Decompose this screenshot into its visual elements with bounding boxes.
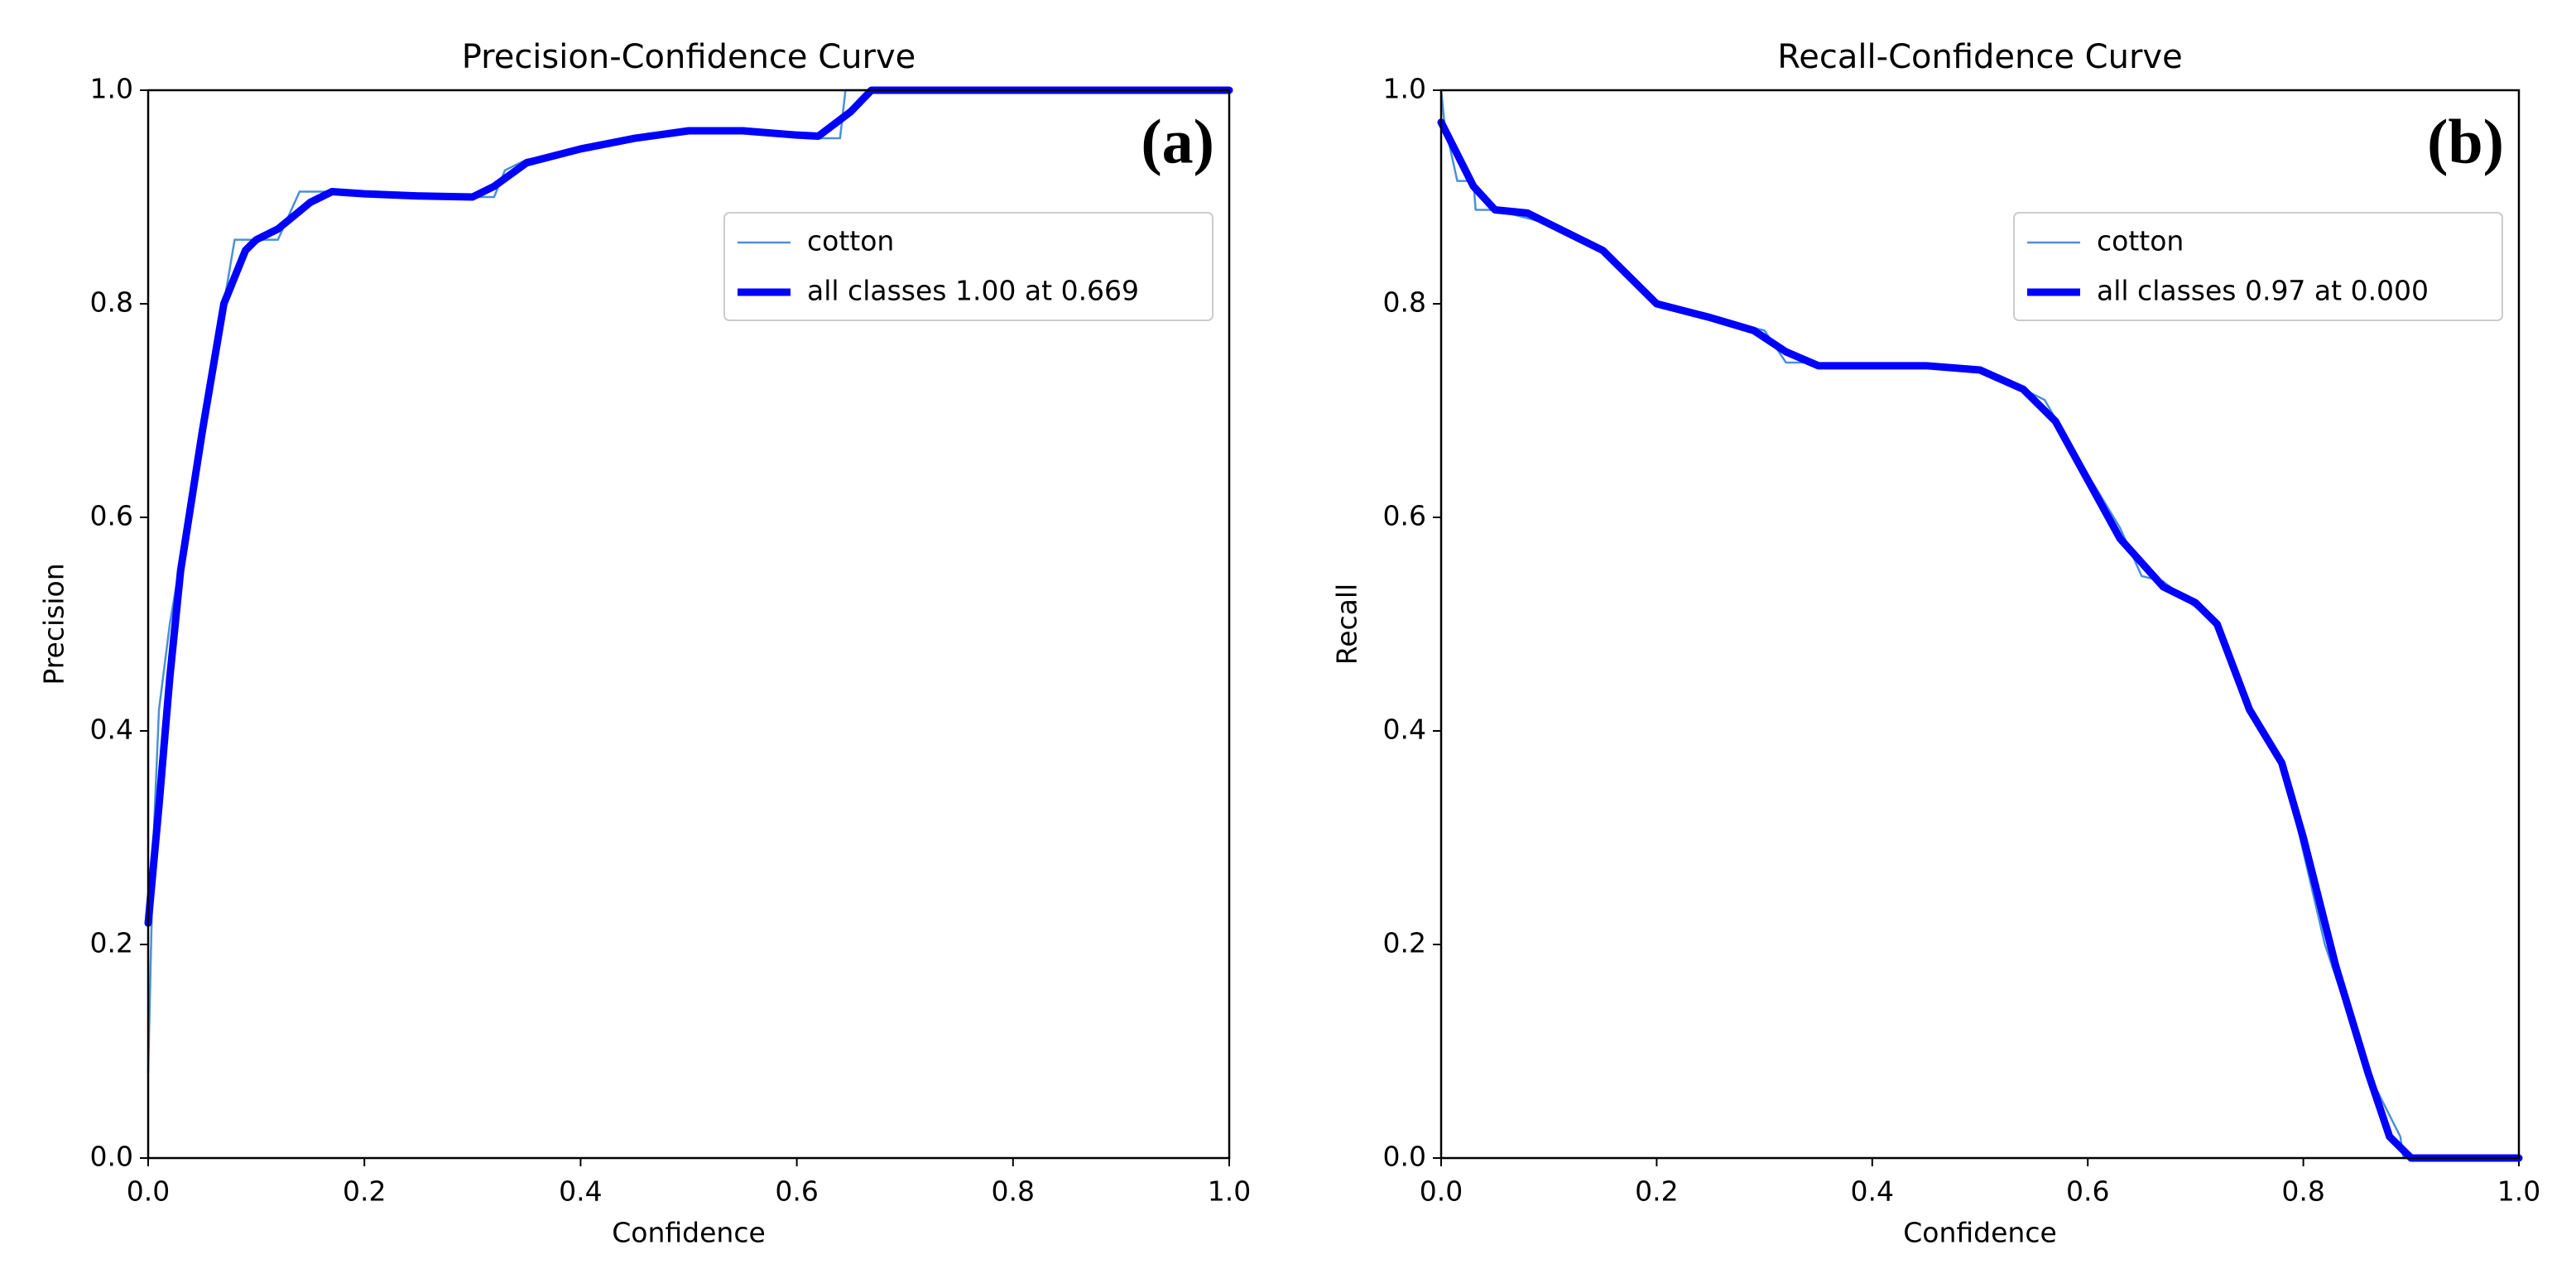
- legend-box: [2013, 212, 2503, 321]
- line-series: [1437, 118, 2523, 1162]
- y-tick-label: 0.4: [1383, 714, 1426, 746]
- panel-label: (a): [1141, 107, 1214, 176]
- panel: Recall-Confidence Curve 0.0 0.2 0.4 0.6 0.8 1.…: [1331, 38, 2541, 1249]
- x-tick-label: 0.6: [775, 1175, 818, 1208]
- y-tick-label: 0.0: [90, 1141, 133, 1173]
- y-tick-label: 1.0: [90, 73, 133, 105]
- y-tick-label: 0.6: [1383, 500, 1426, 532]
- x-tick-label: 0.0: [1420, 1175, 1463, 1208]
- y-tick-label: 0.2: [1383, 927, 1426, 959]
- y-tick-label: 0.8: [1383, 286, 1426, 319]
- legend-box: [723, 212, 1214, 321]
- x-tick-label: 0.0: [127, 1175, 170, 1208]
- legend-label: cotton: [2097, 225, 2184, 257]
- x-tick-label: 0.2: [1635, 1175, 1678, 1208]
- y-tick-label: 0.2: [90, 927, 133, 959]
- y-axis-label: Precision: [38, 563, 70, 685]
- x-tick-label: 0.4: [559, 1175, 602, 1208]
- panel-label: (b): [2427, 107, 2504, 176]
- x-tick-label: 0.6: [2066, 1175, 2109, 1208]
- y-tick-label: 0.0: [1383, 1141, 1426, 1173]
- y-tick-label: 0.8: [90, 286, 133, 319]
- chart-title: Precision-Confidence Curve: [462, 38, 916, 76]
- x-tick-label: 0.4: [1851, 1175, 1894, 1208]
- legend-label: all classes 1.00 at 0.669: [807, 275, 1139, 307]
- line-series: [144, 86, 1233, 927]
- legend-label: cotton: [807, 225, 894, 257]
- y-tick-label: 1.0: [1383, 73, 1426, 105]
- panel: Precision-Confidence Curve 0.0 0.2 0.4 0.6 0.…: [38, 38, 1252, 1249]
- plot-frame: [1439, 89, 2521, 1160]
- y-tick-label: 0.6: [90, 500, 133, 532]
- x-tick-label: 1.0: [1208, 1175, 1251, 1208]
- x-tick-label: 0.2: [343, 1175, 386, 1208]
- y-tick-label: 0.4: [90, 714, 133, 746]
- y-axis-label: Recall: [1331, 584, 1363, 665]
- legend-label: all classes 0.97 at 0.000: [2097, 275, 2429, 307]
- chart-title: Recall-Confidence Curve: [1777, 38, 2182, 76]
- x-axis-label: Confidence: [612, 1217, 766, 1249]
- x-tick-label: 1.0: [2497, 1175, 2540, 1208]
- x-tick-label: 0.8: [992, 1175, 1035, 1208]
- x-tick-label: 0.8: [2281, 1175, 2324, 1208]
- plot-frame: [147, 89, 1231, 1160]
- x-axis-label: Confidence: [1903, 1217, 2057, 1249]
